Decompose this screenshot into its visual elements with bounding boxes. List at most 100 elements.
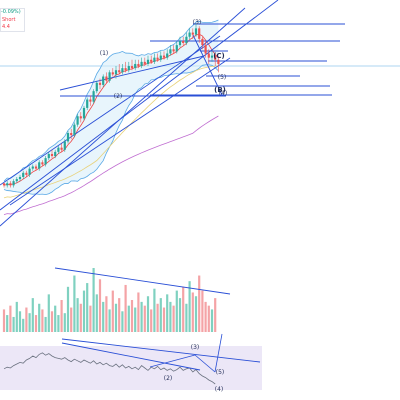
candle xyxy=(191,28,194,39)
volume-bar xyxy=(214,298,217,332)
volume-bar xyxy=(31,298,34,332)
sell-price[interactable]: 4.4 xyxy=(2,24,10,30)
volume-bar xyxy=(137,292,140,332)
volume-bar xyxy=(178,298,182,332)
volume-bar xyxy=(127,305,130,332)
volume-bar xyxy=(54,305,57,332)
volume-bar xyxy=(169,301,172,332)
sell-label[interactable]: Short xyxy=(2,17,16,23)
candle xyxy=(130,59,134,71)
candle xyxy=(22,170,25,180)
oscillator-wave-label: (2) xyxy=(164,375,173,382)
candle-body xyxy=(207,53,210,58)
candle-body xyxy=(41,162,44,165)
candle-body xyxy=(159,55,162,60)
candle xyxy=(6,181,9,188)
candle xyxy=(118,63,121,75)
candle-body xyxy=(140,61,143,67)
candle-body xyxy=(102,76,105,85)
volume-bar xyxy=(201,290,204,332)
oscillator-pane: (3) (2) (5) (4) xyxy=(0,333,262,393)
volume-bar xyxy=(28,313,31,332)
trendlines[interactable] xyxy=(0,0,345,227)
volume-bar xyxy=(63,313,66,332)
volume-bar xyxy=(98,279,102,332)
candle xyxy=(121,63,124,75)
volume-bar xyxy=(146,296,150,332)
candle xyxy=(204,40,207,58)
volume-bar xyxy=(102,301,105,332)
wave-labels: (1) (2) (3) (4) (5) (C) (B) xyxy=(100,19,228,100)
candle-body xyxy=(175,45,178,52)
candle xyxy=(182,36,185,46)
candle-body xyxy=(134,63,137,69)
candle-body xyxy=(198,28,201,39)
volume-bar xyxy=(166,294,169,332)
candle-body xyxy=(114,70,118,75)
volume-bar xyxy=(134,307,137,332)
volume-bar xyxy=(47,294,50,332)
candle xyxy=(124,61,127,73)
candle xyxy=(63,139,66,152)
candle-body xyxy=(111,72,114,75)
candle-body xyxy=(166,53,169,58)
candle-body xyxy=(92,91,95,102)
candle-body xyxy=(162,55,166,58)
volume-bar xyxy=(118,298,121,332)
volume-bar xyxy=(6,315,9,332)
candle xyxy=(15,176,18,184)
wave-label: (2) xyxy=(114,93,123,100)
candle xyxy=(156,53,159,62)
candle-body xyxy=(124,68,127,71)
candle-body xyxy=(178,40,182,46)
candle xyxy=(60,143,63,152)
candle-body xyxy=(38,162,41,169)
candle-body xyxy=(63,141,66,150)
volume-bar xyxy=(111,290,114,332)
oscillator-wave-line-3 xyxy=(214,333,223,373)
volume-bar xyxy=(124,284,127,332)
volume-bar xyxy=(82,290,86,332)
volume-bar xyxy=(156,303,159,332)
volume-bar xyxy=(204,301,207,332)
candle xyxy=(28,166,31,177)
oscillator-trendline-1 xyxy=(61,338,261,363)
volume-bar xyxy=(86,283,89,332)
volume-bar xyxy=(25,307,28,332)
candle xyxy=(57,145,60,154)
candle xyxy=(50,149,54,159)
candle-body xyxy=(18,176,22,180)
candle xyxy=(18,174,22,182)
volume-bar xyxy=(159,298,162,332)
candle xyxy=(44,156,47,167)
candle xyxy=(25,170,28,177)
candle xyxy=(146,55,150,67)
candle xyxy=(102,74,105,87)
candle xyxy=(70,128,73,140)
candle-body xyxy=(70,133,73,136)
candle xyxy=(134,59,137,71)
volume-bar xyxy=(172,305,175,332)
candle xyxy=(175,40,178,54)
volume-bar xyxy=(12,316,15,332)
candle xyxy=(166,49,169,60)
candle-body xyxy=(172,49,175,52)
candle xyxy=(198,26,201,44)
volume-bar xyxy=(143,305,146,332)
candle xyxy=(54,149,57,159)
channel-upper-line xyxy=(59,55,205,91)
candle-body xyxy=(182,40,185,44)
candle-body xyxy=(191,32,194,35)
candle-body xyxy=(185,36,188,44)
volume-bar xyxy=(50,311,54,332)
wave-label: (5) xyxy=(218,74,227,81)
oscillator-wave-label: (4) xyxy=(215,386,224,393)
order-panel[interactable]: -0.09%) Short 4.4 xyxy=(0,8,25,32)
candle-body xyxy=(15,179,18,182)
candle xyxy=(127,61,130,73)
bollinger-upper xyxy=(3,19,219,182)
ma-long-line xyxy=(3,115,219,216)
candle xyxy=(159,51,162,62)
candle xyxy=(34,164,38,171)
